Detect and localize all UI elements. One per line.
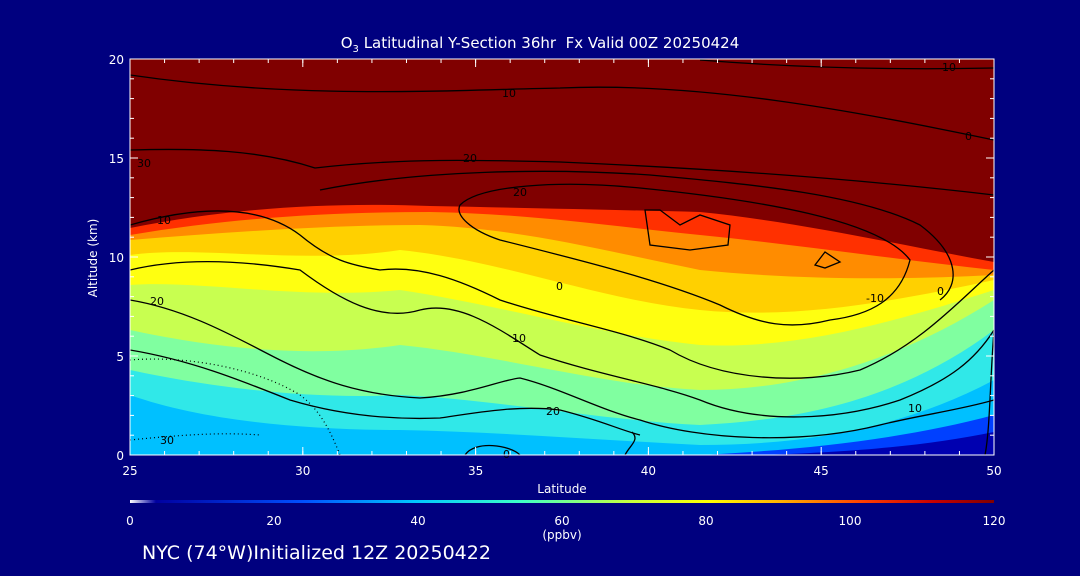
x-axis-label: Latitude xyxy=(537,482,587,496)
colorbar-tick-label: 0 xyxy=(126,514,134,528)
colorbar-tick-label: 80 xyxy=(698,514,713,528)
negative-contours xyxy=(130,358,341,455)
y-tick-label: 15 xyxy=(109,152,124,166)
contour-label: 20 xyxy=(546,405,560,418)
contour-line xyxy=(813,251,842,269)
chart-title: O3 Latitudinal Y-Section 36hr Fx Valid 0… xyxy=(340,34,740,55)
contour-line xyxy=(464,444,521,455)
y-tick-label: 20 xyxy=(109,53,124,67)
contour-line xyxy=(644,209,731,251)
contour-line xyxy=(319,170,954,301)
dotted-contour xyxy=(130,433,261,441)
contour-label: 20 xyxy=(513,186,527,199)
contour-line xyxy=(984,329,994,455)
x-tick-label: 30 xyxy=(295,464,310,478)
x-tick-label: 25 xyxy=(122,464,137,478)
contour-label: 30 xyxy=(137,157,151,170)
y-axis-label: Altitude (km) xyxy=(86,218,100,298)
contour-line xyxy=(130,210,994,379)
contour-label: -10 xyxy=(866,292,884,305)
colorbar-tick-label: 20 xyxy=(266,514,281,528)
colorbar-unit: (ppbv) xyxy=(542,528,582,542)
contour-line xyxy=(130,74,994,141)
surface-navy xyxy=(760,432,994,455)
y-tick-label: 5 xyxy=(116,350,124,364)
dotted-contour xyxy=(130,358,341,455)
field-layers xyxy=(130,59,994,455)
colorbar-tick-label: 120 xyxy=(983,514,1006,528)
colorbar-tick-label: 40 xyxy=(410,514,425,528)
contour-label: 10 xyxy=(512,332,526,345)
contour-line xyxy=(130,299,994,439)
band-maroon xyxy=(130,59,994,262)
colorbar-tick-label: 60 xyxy=(554,514,569,528)
contour-label: 10 xyxy=(157,214,171,227)
contour-lines xyxy=(130,59,994,455)
contour-line xyxy=(624,431,636,455)
contour-line xyxy=(130,148,994,196)
x-tick-label: 40 xyxy=(641,464,656,478)
contour-label: 10 xyxy=(942,61,956,74)
contour-label: 20 xyxy=(150,295,164,308)
footer-text: NYC (74°W)Initialized 12Z 20250422 xyxy=(142,542,491,564)
colorbar xyxy=(130,500,994,503)
contour-label: 0 xyxy=(556,280,563,293)
contour-line xyxy=(699,59,994,70)
contour-label: 10 xyxy=(502,87,516,100)
contour-line xyxy=(130,261,994,418)
y-tick-label: 0 xyxy=(116,449,124,463)
contour-label: 0 xyxy=(937,285,944,298)
contour-line xyxy=(458,183,911,326)
x-tick-label: 35 xyxy=(468,464,483,478)
contour-label: 0 xyxy=(965,130,972,143)
contour-line xyxy=(130,349,641,436)
contour-label: 20 xyxy=(463,152,477,165)
y-tick-label: 10 xyxy=(109,251,124,265)
colorbar-ticks: 0 20 40 60 80 100 120 xyxy=(126,514,1005,528)
contour-label: 30 xyxy=(160,434,174,447)
axes: 25 30 35 40 45 50 0 5 10 15 20 xyxy=(109,53,1002,478)
colorbar-tick-label: 100 xyxy=(839,514,862,528)
x-tick-label: 45 xyxy=(814,464,829,478)
x-tick-label: 50 xyxy=(986,464,1001,478)
contour-label: 10 xyxy=(908,402,922,415)
